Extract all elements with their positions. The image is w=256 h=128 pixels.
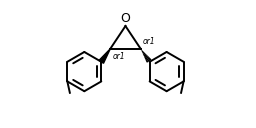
Polygon shape — [99, 49, 110, 63]
Text: or1: or1 — [112, 52, 125, 61]
Text: or1: or1 — [142, 37, 155, 46]
Text: O: O — [121, 12, 130, 25]
